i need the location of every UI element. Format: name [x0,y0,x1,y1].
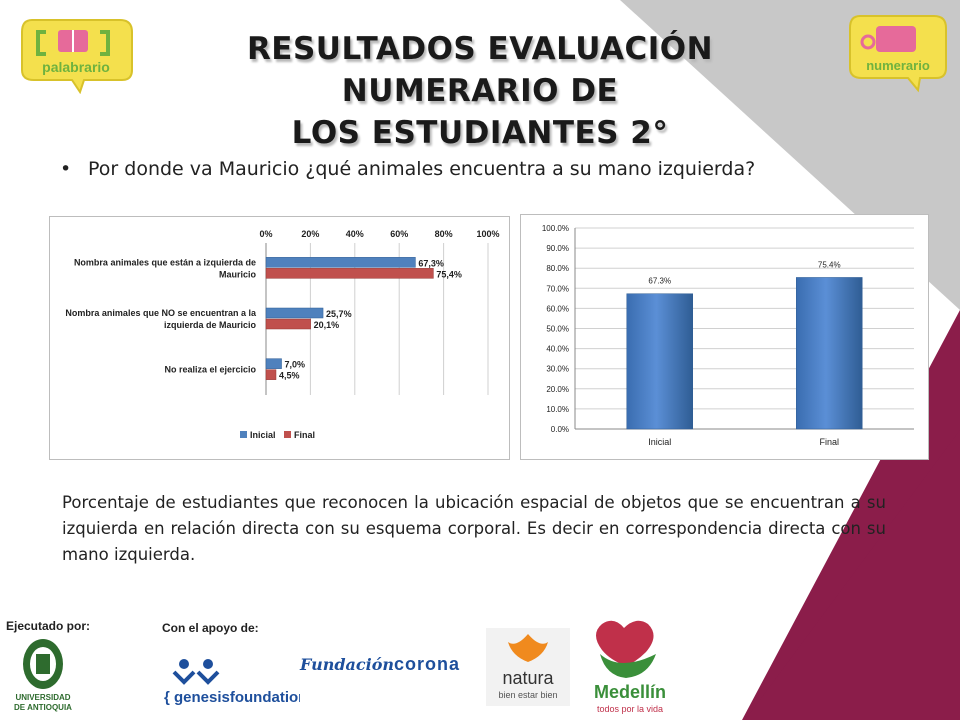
chart2-tick-label: 100.0% [542,224,569,233]
page-title-line1: RESULTADOS EVALUACIÓN NUMERARIO DE [246,31,714,109]
bullet-symbol: • [60,158,72,180]
chart2-data-label: 67.3% [648,277,671,286]
bullet-text: Por donde va Mauricio ¿qué animales encu… [88,158,756,180]
chart1-data-label: 75,4% [436,269,462,279]
chart1-tick-label: 40% [346,229,364,239]
page-title-line2: LOS ESTUDIANTES 2° [291,115,669,151]
chart2-tick-label: 80.0% [546,264,569,273]
chart1-legend-swatch [240,431,247,438]
chart1-data-label: 25,7% [326,309,352,319]
page-title: RESULTADOS EVALUACIÓN NUMERARIO DE LOS E… [140,28,820,154]
description-text: Porcentaje de estudiantes que reconocen … [62,493,886,564]
palabrario-logo-text: palabrario [42,59,110,75]
chart2-category-label: Final [819,437,839,447]
chart1-bar-inicial [265,307,324,319]
chart1-category-label: No realiza el ejercicio [164,365,256,375]
maroon-corner-fill [745,430,960,720]
natura-text: natura [502,668,554,688]
fundacion-corona-logo: Fundacióncorona [300,654,474,684]
support-by-label: Con el apoyo de: [162,621,259,635]
chart2-tick-label: 40.0% [546,345,569,354]
chart1-legend-swatch [284,431,291,438]
udea-logo: UNIVERSIDAD DE ANTIOQUIA [10,636,76,718]
chart2-bar-final [796,277,863,430]
chart2-tick-label: 60.0% [546,304,569,313]
chart1-tick-label: 100% [476,229,499,239]
chart1-tick-label: 0% [259,229,272,239]
chart1-data-label: 7,0% [285,360,306,370]
medellin-text: Medellín [594,682,666,702]
numerario-logo: numerario [846,12,950,94]
natura-logo: natura bien estar bien [486,628,570,706]
udea-line1: UNIVERSIDAD [15,693,70,702]
chart2-tick-label: 0.0% [551,425,569,434]
vertical-bar-chart: 0.0% 10.0% 20.0% 30.0% 40.0% 50.0% 60.0% 70.0% 8… [520,214,929,460]
medellin-sub-text: todos por la vida [597,704,663,714]
chart2-category-label: Inicial [648,437,671,447]
genesis-foundation-logo: { genesisfoundation } [160,654,318,710]
horizontal-bar-chart-svg: 0% 20% 40% 60% 80% 100% Nombra animales que es… [65,229,499,440]
horizontal-bar-chart: 0% 20% 40% 60% 80% 100% Nombra animales que es… [49,216,510,460]
chart1-bar-inicial [265,358,282,369]
chart1-data-label: 4,5% [279,371,300,381]
chart2-bar-inicial [626,293,693,430]
chart1-category-label: Nombra animales que NO se encuentran a l… [65,308,257,330]
chart1-bar-inicial [265,257,416,268]
chart2-data-label: 75.4% [818,260,841,269]
genesis-text: { genesisfoundation } [164,689,300,706]
chart2-tick-label: 90.0% [546,244,569,253]
chart1-data-label: 20,1% [314,320,340,330]
chart2-tick-label: 10.0% [546,405,569,414]
chart1-bar-final [265,268,434,279]
chart2-tick-label: 30.0% [546,365,569,374]
chart1-bar-final [265,318,311,330]
vertical-bar-chart-svg: 0.0% 10.0% 20.0% 30.0% 40.0% 50.0% 60.0% 70.0% 8… [542,224,914,447]
medellin-logo: Medellín todos por la vida [580,614,680,718]
chart1-data-label: 67,3% [418,258,444,268]
udea-line2: DE ANTIOQUIA [14,703,72,712]
chart2-tick-label: 50.0% [546,325,569,334]
numerario-logo-text: numerario [866,58,930,73]
bullet-question: • Por donde va Mauricio ¿qué animales enc… [60,158,880,180]
executed-by-label: Ejecutado por: [6,619,91,633]
palabrario-logo: palabrario [18,14,136,95]
chart1-tick-label: 20% [301,229,319,239]
chart1-legend-label: Final [294,430,315,440]
chart1-tick-label: 60% [390,229,408,239]
chart1-legend-label: Inicial [250,430,276,440]
chart1-bar-final [265,369,277,380]
fundacion-text: Fundación [300,655,395,674]
chart1-tick-label: 80% [435,229,453,239]
natura-sub-text: bien estar bien [498,690,557,700]
corona-text: corona [394,654,461,674]
chart2-tick-label: 70.0% [546,284,569,293]
chart2-tick-label: 20.0% [546,385,569,394]
chart1-category-label: Nombra animales que están a izquierda de… [74,257,257,279]
